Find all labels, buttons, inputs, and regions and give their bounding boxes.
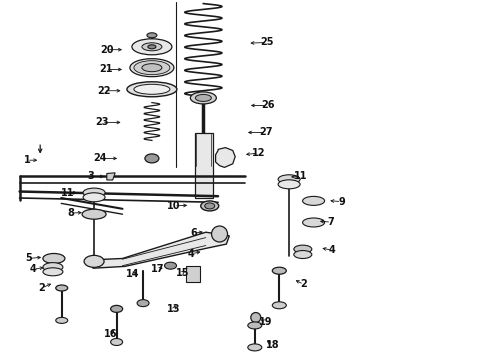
- Ellipse shape: [294, 245, 312, 253]
- Text: 9: 9: [338, 197, 345, 207]
- Ellipse shape: [248, 344, 262, 351]
- Text: 7: 7: [328, 217, 335, 227]
- Ellipse shape: [303, 218, 324, 227]
- Text: 17: 17: [151, 264, 165, 274]
- Text: 15: 15: [175, 268, 189, 278]
- Text: 27: 27: [259, 127, 273, 138]
- Ellipse shape: [142, 64, 162, 72]
- Ellipse shape: [147, 33, 157, 38]
- Text: 2: 2: [38, 283, 45, 293]
- Text: 26: 26: [261, 100, 274, 111]
- Ellipse shape: [190, 92, 217, 104]
- Text: 19: 19: [259, 317, 273, 327]
- Ellipse shape: [272, 267, 286, 274]
- Ellipse shape: [111, 305, 122, 312]
- Text: 25: 25: [260, 37, 274, 48]
- Ellipse shape: [43, 268, 63, 276]
- Ellipse shape: [127, 82, 177, 97]
- Ellipse shape: [132, 39, 172, 55]
- Ellipse shape: [83, 193, 105, 202]
- Text: 4: 4: [188, 249, 195, 259]
- Ellipse shape: [84, 255, 104, 267]
- Ellipse shape: [83, 188, 105, 197]
- Text: 3: 3: [87, 171, 94, 181]
- Text: 22: 22: [97, 86, 111, 96]
- Circle shape: [251, 312, 261, 323]
- Text: 13: 13: [167, 304, 181, 314]
- Ellipse shape: [43, 253, 65, 264]
- Ellipse shape: [272, 302, 286, 309]
- Ellipse shape: [205, 203, 215, 209]
- Text: 1: 1: [24, 155, 30, 165]
- Ellipse shape: [137, 300, 149, 307]
- Text: 2: 2: [300, 279, 307, 289]
- Text: 11: 11: [61, 188, 74, 198]
- Polygon shape: [107, 173, 115, 180]
- Ellipse shape: [134, 61, 170, 75]
- Ellipse shape: [294, 251, 312, 258]
- Text: 18: 18: [266, 340, 279, 350]
- Polygon shape: [216, 148, 235, 167]
- Circle shape: [212, 226, 227, 242]
- Ellipse shape: [43, 263, 63, 271]
- Ellipse shape: [201, 201, 219, 211]
- Ellipse shape: [165, 262, 176, 269]
- Text: 12: 12: [252, 148, 266, 158]
- Ellipse shape: [56, 285, 68, 291]
- Ellipse shape: [248, 322, 262, 329]
- Ellipse shape: [278, 175, 300, 184]
- Ellipse shape: [303, 197, 324, 205]
- Text: 4: 4: [329, 245, 336, 255]
- Bar: [186, 266, 200, 282]
- Ellipse shape: [82, 209, 106, 219]
- Text: 14: 14: [125, 269, 139, 279]
- Polygon shape: [91, 232, 229, 268]
- Ellipse shape: [134, 84, 170, 94]
- Text: 6: 6: [190, 228, 197, 238]
- Ellipse shape: [111, 338, 122, 346]
- Text: 24: 24: [93, 153, 107, 163]
- Ellipse shape: [196, 94, 211, 102]
- Ellipse shape: [142, 43, 162, 51]
- Ellipse shape: [56, 318, 68, 323]
- Text: 5: 5: [25, 253, 32, 264]
- Bar: [195, 133, 213, 198]
- Text: 23: 23: [95, 117, 109, 127]
- Text: 8: 8: [68, 208, 74, 218]
- Ellipse shape: [145, 154, 159, 163]
- Ellipse shape: [130, 59, 174, 77]
- Text: 11: 11: [294, 171, 308, 181]
- Text: 4: 4: [30, 264, 37, 274]
- Ellipse shape: [278, 180, 300, 189]
- Text: 10: 10: [167, 201, 181, 211]
- Ellipse shape: [148, 45, 156, 49]
- Text: 16: 16: [103, 329, 117, 339]
- Text: 21: 21: [99, 64, 113, 75]
- Text: 20: 20: [100, 45, 114, 55]
